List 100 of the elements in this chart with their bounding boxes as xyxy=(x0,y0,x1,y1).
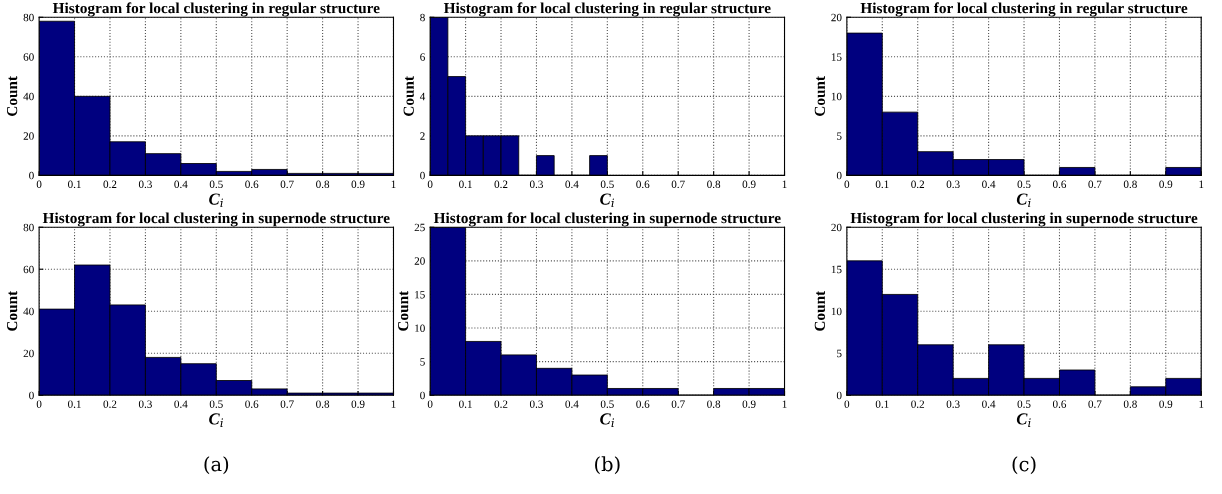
x-tick-label: 0.1 xyxy=(459,400,472,408)
x-tick-label: 0.5 xyxy=(209,180,223,189)
x-tick-label: 0.5 xyxy=(600,180,614,189)
x-tick-label: 0.9 xyxy=(742,180,756,189)
y-tick-label: 10 xyxy=(415,324,425,332)
x-axis-title: C$_{i}$ xyxy=(600,413,614,427)
y-axis-title: Count xyxy=(6,290,18,331)
x-tick-label: 0.8 xyxy=(707,180,721,189)
x-tick-label: 0.2 xyxy=(494,180,508,189)
x-tick-label: 0.1 xyxy=(875,180,889,189)
x-tick-label: 0.6 xyxy=(245,400,259,408)
y-tick-label: 20 xyxy=(23,349,34,358)
y-tick-label: 5 xyxy=(837,132,842,140)
y-axis-title: Count xyxy=(814,290,826,331)
x-tick-label: 0.2 xyxy=(103,180,117,189)
x-tick-label: 0.8 xyxy=(1123,180,1137,189)
y-tick-label: 10 xyxy=(831,307,842,316)
y-axis-title: Count xyxy=(398,290,409,331)
y-tick-label: 20 xyxy=(23,132,34,140)
x-tick-label: 0.9 xyxy=(1159,400,1173,408)
x-tick-label: 0.3 xyxy=(138,400,152,408)
x-axis-title: C$_{i}$ xyxy=(209,413,223,427)
x-tick-label: 1 xyxy=(782,400,787,408)
x-tick-label: 0 xyxy=(36,180,42,189)
x-tick-label: 0.1 xyxy=(68,400,81,408)
chart-title: Histogram for local clustering in supernode structure xyxy=(433,212,781,227)
x-tick-label: 0.4 xyxy=(565,400,579,408)
x-tick-label: 0.8 xyxy=(1123,400,1137,408)
x-tick-label: 0.5 xyxy=(1017,400,1031,408)
x-tick-label: 0.1 xyxy=(68,180,81,189)
x-tick-label: 0.6 xyxy=(636,400,650,408)
x-tick-label: 0.4 xyxy=(982,180,996,189)
x-tick-label: 0.4 xyxy=(982,400,996,408)
x-tick-label: 0.2 xyxy=(911,400,925,408)
x-tick-label: 0.3 xyxy=(529,180,543,189)
x-tick-label: 0.5 xyxy=(1017,180,1031,189)
x-tick-label: 0.7 xyxy=(1088,180,1102,189)
y-tick-label: 15 xyxy=(831,265,842,274)
y-tick-label: 4 xyxy=(419,92,426,101)
y-tick-label: 0 xyxy=(29,391,34,400)
text: (c) xyxy=(1012,456,1036,475)
x-tick-label: 0.6 xyxy=(245,180,259,189)
x-tick-label: 1 xyxy=(1199,400,1204,408)
y-tick-label: 40 xyxy=(23,92,34,101)
x-tick-label: 0 xyxy=(844,180,850,189)
x-tick-label: 0.7 xyxy=(671,180,685,189)
y-tick-label: 20 xyxy=(831,223,842,232)
y-tick-label: 2 xyxy=(420,132,425,140)
y-tick-label: 10 xyxy=(831,92,842,101)
x-tick-label: 0.9 xyxy=(1159,180,1173,189)
x-tick-label: 0.3 xyxy=(946,400,960,408)
y-tick-label: 15 xyxy=(831,53,842,61)
x-tick-label: 1 xyxy=(782,180,787,188)
x-tick-label: 0.7 xyxy=(280,180,294,189)
x-tick-label: 0.3 xyxy=(138,180,152,189)
x-tick-label: 0.4 xyxy=(174,400,188,408)
x-tick-label: 0.6 xyxy=(636,180,650,189)
x-tick-label: 0.5 xyxy=(600,400,614,408)
y-tick-label: 0 xyxy=(836,171,842,180)
x-tick-label: 0.6 xyxy=(1052,400,1067,408)
y-tick-label: 20 xyxy=(831,13,842,22)
x-tick-label: 0 xyxy=(427,180,433,189)
y-tick-label: 8 xyxy=(420,13,425,22)
text: (a) xyxy=(204,456,229,475)
chart-title: Histogram for local clustering in regular structure xyxy=(52,2,380,17)
x-tick-label: 0 xyxy=(427,400,433,408)
x-tick-label: 0.8 xyxy=(707,400,721,408)
x-tick-label: 0.7 xyxy=(671,400,685,408)
y-tick-label: 0 xyxy=(29,171,34,180)
x-tick-label: 0.4 xyxy=(565,180,579,189)
y-tick-label: 40 xyxy=(23,307,34,316)
x-tick-label: 0.4 xyxy=(174,180,188,189)
chart-title: Histogram for local clustering in supernode structure xyxy=(42,212,390,227)
y-tick-label: 5 xyxy=(420,358,425,366)
x-tick-label: 0.7 xyxy=(1088,400,1102,408)
x-tick-label: 1 xyxy=(391,180,396,188)
y-tick-label: 80 xyxy=(23,223,34,232)
x-tick-label: 0.5 xyxy=(209,400,223,408)
y-axis-title: Count xyxy=(814,76,826,116)
y-tick-label: 60 xyxy=(23,265,34,274)
y-tick-label: 80 xyxy=(23,13,34,22)
x-tick-label: 0.1 xyxy=(459,180,472,189)
x-tick-label: 1 xyxy=(1199,180,1204,188)
x-axis-title: C$_{i}$ xyxy=(1016,413,1031,427)
y-tick-label: 15 xyxy=(415,290,425,299)
x-tick-label: 0.9 xyxy=(351,180,365,189)
y-tick-label: 5 xyxy=(837,349,842,358)
x-tick-label: 0.2 xyxy=(494,400,508,408)
y-tick-label: 60 xyxy=(23,53,34,61)
y-tick-label: 0 xyxy=(420,391,425,400)
chart-title: Histogram for local clustering in regular structure xyxy=(443,2,771,17)
y-axis-title: Count xyxy=(6,76,18,116)
x-tick-label: 0.3 xyxy=(529,400,543,408)
x-tick-label: 0.6 xyxy=(1052,180,1067,189)
x-tick-label: 0 xyxy=(36,400,42,408)
y-tick-label: 0 xyxy=(836,391,842,400)
x-tick-label: 0.8 xyxy=(316,400,330,408)
chart-title: Histogram for local clustering in supernode structure xyxy=(850,212,1198,227)
x-tick-label: 0.2 xyxy=(103,400,117,408)
x-tick-label: 0 xyxy=(844,400,850,408)
